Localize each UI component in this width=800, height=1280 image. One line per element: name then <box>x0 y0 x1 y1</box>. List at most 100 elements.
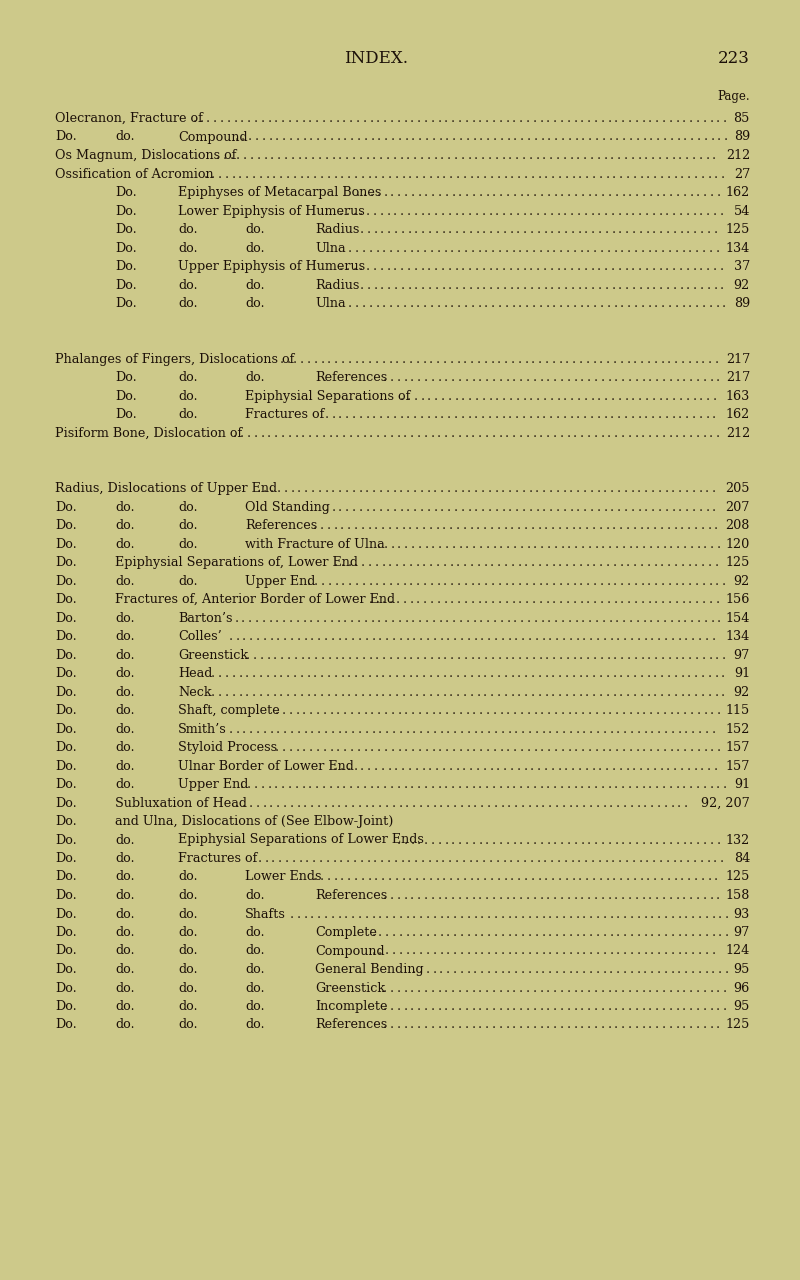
Text: .: . <box>414 389 418 402</box>
Text: .: . <box>581 612 586 625</box>
Text: .: . <box>455 759 459 773</box>
Text: .: . <box>534 963 538 975</box>
Text: .: . <box>418 741 422 754</box>
Text: .: . <box>578 168 582 180</box>
Text: do.: do. <box>115 982 134 995</box>
Text: .: . <box>665 205 670 218</box>
Text: .: . <box>366 500 370 513</box>
Text: .: . <box>400 205 404 218</box>
Text: .: . <box>442 223 446 236</box>
Text: .: . <box>253 649 257 662</box>
Text: .: . <box>370 612 374 625</box>
Text: .: . <box>616 630 620 643</box>
Text: .: . <box>262 131 266 143</box>
Text: .: . <box>374 168 378 180</box>
Text: .: . <box>633 667 637 680</box>
Text: .: . <box>525 649 529 662</box>
Text: .: . <box>628 982 632 995</box>
Text: .: . <box>562 483 566 495</box>
Text: .: . <box>581 131 586 143</box>
Text: .: . <box>464 242 468 255</box>
Text: .: . <box>502 852 506 865</box>
Text: .: . <box>533 982 537 995</box>
Text: .: . <box>702 1019 706 1032</box>
Text: .: . <box>670 722 674 736</box>
Text: .: . <box>267 778 271 791</box>
Text: .: . <box>570 260 574 273</box>
Text: .: . <box>681 352 685 366</box>
Text: .: . <box>674 352 678 366</box>
Text: .: . <box>247 778 251 791</box>
Text: .: . <box>674 556 678 570</box>
Text: .: . <box>258 852 262 865</box>
Text: .: . <box>629 741 633 754</box>
Text: .: . <box>359 205 363 218</box>
Text: .: . <box>480 945 484 957</box>
Text: .: . <box>617 500 621 513</box>
Text: .: . <box>422 667 426 680</box>
Text: .: . <box>659 759 663 773</box>
Text: .: . <box>622 186 626 198</box>
Text: .: . <box>407 852 411 865</box>
Text: .: . <box>534 612 538 625</box>
Text: do.: do. <box>115 575 134 588</box>
Text: .: . <box>661 575 665 588</box>
Text: Do.: Do. <box>55 518 77 532</box>
Text: .: . <box>678 500 682 513</box>
Text: .: . <box>398 722 402 736</box>
Text: .: . <box>442 759 446 773</box>
Text: .: . <box>340 870 344 883</box>
Text: .: . <box>430 649 434 662</box>
Text: .: . <box>678 389 683 402</box>
Text: .: . <box>290 483 294 495</box>
Text: .: . <box>422 518 426 532</box>
Text: .: . <box>676 741 680 754</box>
Text: .: . <box>242 722 246 736</box>
Text: .: . <box>664 908 668 920</box>
Text: .: . <box>455 223 459 236</box>
Text: .: . <box>515 148 519 163</box>
Text: .: . <box>549 148 553 163</box>
Text: .: . <box>382 242 386 255</box>
Text: .: . <box>406 260 411 273</box>
Text: .: . <box>491 426 496 439</box>
Text: .: . <box>700 279 704 292</box>
Text: .: . <box>417 371 421 384</box>
Text: .: . <box>567 186 571 198</box>
Text: .: . <box>690 704 694 717</box>
Text: .: . <box>662 131 667 143</box>
Text: .: . <box>542 260 547 273</box>
Text: .: . <box>654 649 658 662</box>
Text: .: . <box>636 796 641 809</box>
Text: .: . <box>447 148 451 163</box>
Text: .: . <box>639 518 643 532</box>
Text: .: . <box>358 483 362 495</box>
Text: .: . <box>716 371 720 384</box>
Text: .: . <box>569 722 573 736</box>
Text: do.: do. <box>115 518 134 532</box>
Text: .: . <box>301 649 305 662</box>
Text: .: . <box>254 426 258 439</box>
Text: .: . <box>478 778 482 791</box>
Text: .: . <box>436 649 441 662</box>
Text: .: . <box>717 704 721 717</box>
Text: .: . <box>472 186 476 198</box>
Text: .: . <box>617 408 621 421</box>
Text: .: . <box>246 649 250 662</box>
Text: .: . <box>369 242 373 255</box>
Text: .: . <box>526 741 530 754</box>
Text: .: . <box>692 389 697 402</box>
Text: .: . <box>671 148 675 163</box>
Text: .: . <box>286 667 290 680</box>
Text: .: . <box>226 111 230 125</box>
Text: .: . <box>507 945 511 957</box>
Text: .: . <box>652 852 656 865</box>
Text: .: . <box>618 260 622 273</box>
Text: Lower Ends: Lower Ends <box>245 870 322 883</box>
Text: .: . <box>302 778 306 791</box>
Text: .: . <box>374 556 378 570</box>
Text: .: . <box>563 389 567 402</box>
Text: .: . <box>445 741 449 754</box>
Text: .: . <box>506 741 510 754</box>
Text: .: . <box>599 649 604 662</box>
